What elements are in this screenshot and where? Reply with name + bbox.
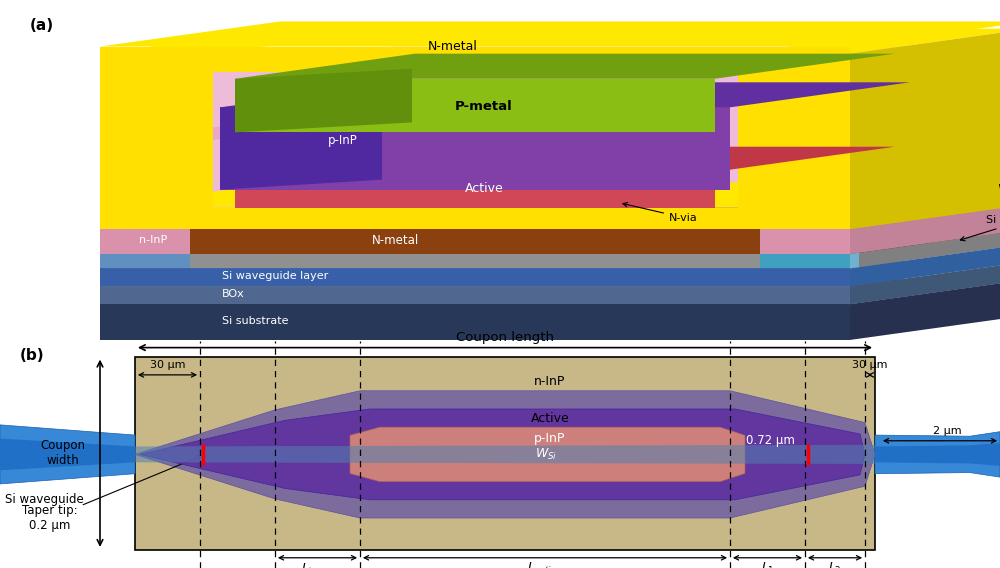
- Polygon shape: [220, 107, 730, 190]
- Polygon shape: [100, 207, 850, 229]
- Polygon shape: [235, 69, 412, 132]
- Polygon shape: [235, 172, 715, 207]
- Polygon shape: [310, 177, 380, 179]
- Polygon shape: [850, 253, 859, 269]
- Text: Si waveguide: Si waveguide: [5, 493, 84, 506]
- Text: 0.72 µm: 0.72 µm: [746, 435, 794, 447]
- Polygon shape: [875, 443, 1000, 466]
- Polygon shape: [350, 427, 745, 482]
- Text: $L_{active}$: $L_{active}$: [527, 561, 563, 568]
- Polygon shape: [850, 204, 1000, 254]
- Polygon shape: [100, 53, 212, 229]
- Polygon shape: [850, 204, 1000, 254]
- Polygon shape: [100, 261, 1000, 286]
- Text: Coupon
width: Coupon width: [40, 439, 85, 467]
- Text: $L_{taper}$: $L_{taper}$: [301, 561, 334, 568]
- Polygon shape: [235, 79, 715, 132]
- Text: N-metal: N-metal: [428, 40, 477, 53]
- Polygon shape: [100, 254, 850, 269]
- Polygon shape: [0, 438, 135, 470]
- Polygon shape: [135, 391, 875, 518]
- Text: Si waveguide layer: Si waveguide layer: [222, 271, 328, 281]
- Polygon shape: [875, 432, 1000, 477]
- Polygon shape: [850, 182, 1000, 229]
- Polygon shape: [100, 243, 1000, 269]
- Polygon shape: [100, 22, 1000, 47]
- Text: (a): (a): [30, 18, 54, 33]
- Polygon shape: [760, 254, 850, 269]
- Text: P-metal: P-metal: [455, 99, 513, 112]
- Text: N-metal: N-metal: [372, 234, 419, 247]
- Text: $L_1$: $L_1$: [761, 561, 774, 568]
- Polygon shape: [850, 261, 1000, 304]
- Polygon shape: [850, 28, 1000, 229]
- Polygon shape: [220, 97, 382, 190]
- Polygon shape: [0, 425, 135, 484]
- Text: Coupon length: Coupon length: [456, 331, 554, 344]
- Polygon shape: [100, 269, 850, 286]
- Text: 30 µm: 30 µm: [852, 360, 888, 370]
- Polygon shape: [588, 179, 640, 229]
- Polygon shape: [100, 204, 1000, 229]
- Bar: [135, 357, 875, 550]
- Text: Active: Active: [465, 182, 503, 195]
- Text: Si waveguide: Si waveguide: [960, 215, 1000, 241]
- Text: 30 µm: 30 µm: [150, 360, 185, 370]
- Text: $W_{Si}$: $W_{Si}$: [535, 447, 557, 462]
- Polygon shape: [738, 53, 850, 229]
- Text: n-InP: n-InP: [139, 235, 167, 245]
- Polygon shape: [760, 118, 1000, 143]
- Polygon shape: [140, 409, 865, 500]
- Polygon shape: [100, 229, 1000, 254]
- Polygon shape: [738, 28, 1000, 53]
- Polygon shape: [310, 179, 362, 229]
- Polygon shape: [850, 279, 1000, 340]
- Text: Si substrate: Si substrate: [222, 316, 288, 326]
- Polygon shape: [100, 304, 850, 340]
- Text: p-InP: p-InP: [328, 134, 358, 147]
- Polygon shape: [100, 118, 370, 143]
- Polygon shape: [235, 147, 895, 172]
- Text: 2 µm: 2 µm: [933, 426, 962, 436]
- Polygon shape: [212, 47, 918, 72]
- Polygon shape: [588, 177, 658, 179]
- Polygon shape: [100, 28, 392, 53]
- Polygon shape: [220, 82, 910, 107]
- Polygon shape: [850, 229, 1000, 269]
- Polygon shape: [100, 229, 850, 254]
- Polygon shape: [760, 143, 850, 254]
- Text: n-InP: n-InP: [534, 375, 566, 388]
- Text: Taper tip:
0.2 µm: Taper tip: 0.2 µm: [22, 456, 201, 532]
- Polygon shape: [212, 72, 738, 207]
- Polygon shape: [100, 279, 1000, 304]
- Polygon shape: [100, 229, 850, 254]
- Polygon shape: [135, 445, 875, 464]
- Text: BOx: BOx: [222, 289, 244, 299]
- Text: $L_2$: $L_2$: [828, 561, 842, 568]
- Text: p-InP: p-InP: [534, 432, 566, 445]
- Polygon shape: [235, 53, 895, 79]
- Polygon shape: [850, 243, 1000, 286]
- Text: N-via: N-via: [623, 202, 698, 223]
- Polygon shape: [100, 47, 850, 72]
- Polygon shape: [100, 286, 850, 304]
- Polygon shape: [100, 204, 1000, 229]
- Polygon shape: [100, 254, 190, 269]
- Polygon shape: [100, 143, 190, 254]
- Text: Active: Active: [531, 412, 569, 424]
- Polygon shape: [850, 118, 1000, 254]
- Polygon shape: [100, 182, 1000, 207]
- Text: (b): (b): [20, 348, 45, 362]
